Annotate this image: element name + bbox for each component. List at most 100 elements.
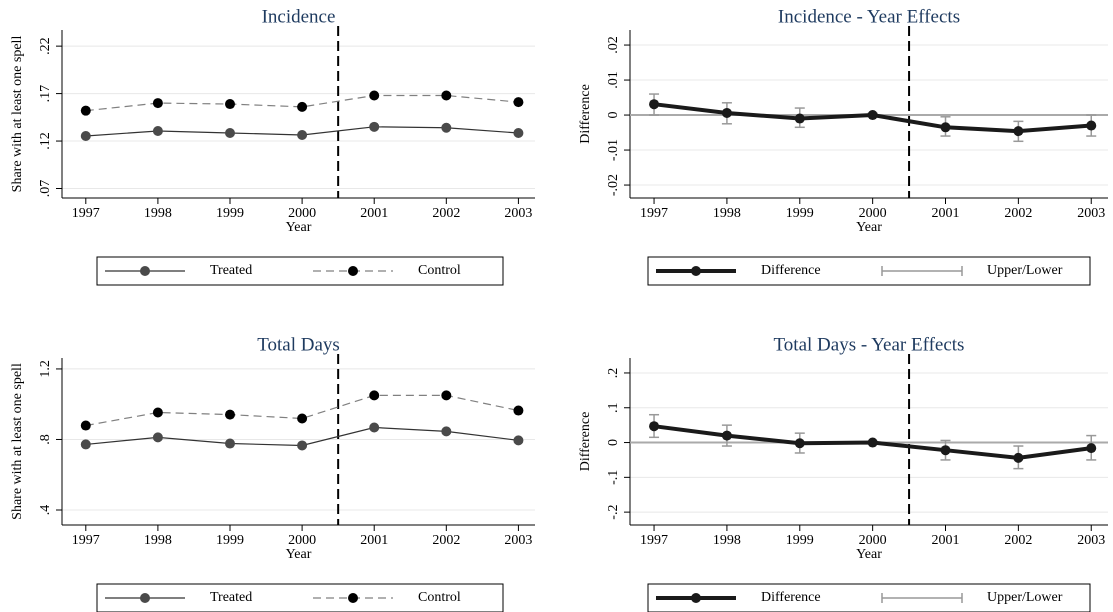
data-point bbox=[1086, 443, 1097, 454]
x-tick-label: 2002 bbox=[432, 533, 460, 548]
panel-title: Incidence - Year Effects bbox=[778, 6, 960, 27]
x-tick-label: 2000 bbox=[859, 206, 887, 221]
legend-label: Difference bbox=[761, 263, 821, 278]
data-point bbox=[80, 131, 91, 142]
y-tick-label: .01 bbox=[606, 71, 621, 89]
data-point bbox=[441, 426, 452, 437]
y-tick-label: .1 bbox=[606, 403, 621, 414]
legend-marker bbox=[691, 593, 701, 603]
x-tick-label: 1997 bbox=[72, 206, 100, 221]
data-point bbox=[80, 420, 91, 431]
panel-title: Total Days - Year Effects bbox=[774, 334, 965, 355]
data-point bbox=[441, 390, 452, 401]
y-axis-label: Share with at least one spell bbox=[10, 36, 25, 193]
y-tick-label: .02 bbox=[606, 36, 621, 54]
x-axis-label: Year bbox=[286, 547, 312, 562]
y-tick-label: -.02 bbox=[606, 174, 621, 196]
y-tick-label: 1.2 bbox=[38, 360, 53, 378]
data-point bbox=[297, 440, 308, 451]
x-tick-label: 2003 bbox=[504, 206, 532, 221]
data-point bbox=[225, 127, 236, 138]
x-tick-label: 2002 bbox=[432, 206, 460, 221]
x-tick-label: 1998 bbox=[144, 533, 172, 548]
data-point bbox=[225, 409, 236, 420]
y-tick-label: .22 bbox=[38, 37, 53, 55]
data-point bbox=[513, 435, 524, 446]
data-point bbox=[513, 405, 524, 416]
x-tick-label: 2002 bbox=[1004, 533, 1032, 548]
y-tick-label: 0 bbox=[606, 112, 621, 119]
y-tick-label: .07 bbox=[38, 180, 53, 198]
y-tick-label: .17 bbox=[38, 85, 53, 103]
x-tick-label: 2001 bbox=[360, 533, 388, 548]
x-tick-label: 2003 bbox=[1077, 206, 1105, 221]
x-tick-label: 1998 bbox=[713, 206, 741, 221]
data-point bbox=[80, 439, 91, 450]
data-point bbox=[297, 413, 308, 424]
y-tick-label: .8 bbox=[38, 434, 53, 445]
x-tick-label: 1998 bbox=[144, 206, 172, 221]
legend-label: Treated bbox=[210, 590, 252, 605]
data-point bbox=[152, 432, 163, 443]
data-point bbox=[152, 125, 163, 136]
x-axis-label: Year bbox=[856, 547, 882, 562]
x-tick-label: 1999 bbox=[786, 533, 814, 548]
data-point bbox=[297, 129, 308, 140]
x-tick-label: 2002 bbox=[1004, 206, 1032, 221]
data-point bbox=[721, 107, 732, 118]
x-tick-label: 1997 bbox=[640, 206, 668, 221]
x-tick-label: 2000 bbox=[288, 206, 316, 221]
data-point bbox=[225, 438, 236, 449]
y-tick-label: -.01 bbox=[606, 139, 621, 161]
data-point bbox=[940, 122, 951, 133]
data-point bbox=[794, 438, 805, 449]
data-point bbox=[867, 110, 878, 121]
legend-marker bbox=[348, 593, 358, 603]
legend-marker bbox=[348, 266, 358, 276]
data-point bbox=[721, 430, 732, 441]
y-tick-label: -.2 bbox=[606, 505, 621, 520]
x-tick-label: 2000 bbox=[288, 533, 316, 548]
y-axis-label: Share with at least one spell bbox=[10, 363, 25, 520]
x-tick-label: 2000 bbox=[859, 533, 887, 548]
data-point bbox=[80, 105, 91, 116]
legend-label: Control bbox=[418, 590, 461, 605]
legend-label: Treated bbox=[210, 263, 252, 278]
legend-label: Upper/Lower bbox=[987, 590, 1063, 605]
data-point bbox=[152, 407, 163, 418]
data-point bbox=[1013, 452, 1024, 463]
data-point bbox=[369, 90, 380, 101]
data-point bbox=[369, 121, 380, 132]
data-point bbox=[369, 390, 380, 401]
data-point bbox=[513, 127, 524, 138]
x-tick-label: 2001 bbox=[360, 206, 388, 221]
x-axis-label: Year bbox=[286, 220, 312, 235]
x-tick-label: 1998 bbox=[713, 533, 741, 548]
legend-label: Upper/Lower bbox=[987, 263, 1063, 278]
data-point bbox=[1086, 120, 1097, 131]
legend-label: Control bbox=[418, 263, 461, 278]
y-tick-label: .4 bbox=[38, 505, 53, 516]
legend-marker bbox=[140, 266, 150, 276]
panel-title: Total Days bbox=[257, 334, 340, 355]
y-tick-label: .12 bbox=[38, 132, 53, 150]
legend-marker bbox=[691, 266, 701, 276]
x-tick-label: 2001 bbox=[932, 533, 960, 548]
legend-label: Difference bbox=[761, 590, 821, 605]
y-tick-label: .2 bbox=[606, 368, 621, 379]
data-point bbox=[441, 122, 452, 133]
data-point bbox=[867, 437, 878, 448]
y-axis-label: Difference bbox=[578, 84, 593, 144]
data-point bbox=[513, 97, 524, 108]
data-point bbox=[794, 113, 805, 124]
x-tick-label: 2003 bbox=[504, 533, 532, 548]
x-axis-label: Year bbox=[856, 220, 882, 235]
data-point bbox=[225, 99, 236, 110]
data-point bbox=[649, 421, 660, 432]
data-point bbox=[152, 98, 163, 109]
legend-marker bbox=[140, 593, 150, 603]
x-tick-label: 1999 bbox=[786, 206, 814, 221]
data-point bbox=[1013, 126, 1024, 137]
